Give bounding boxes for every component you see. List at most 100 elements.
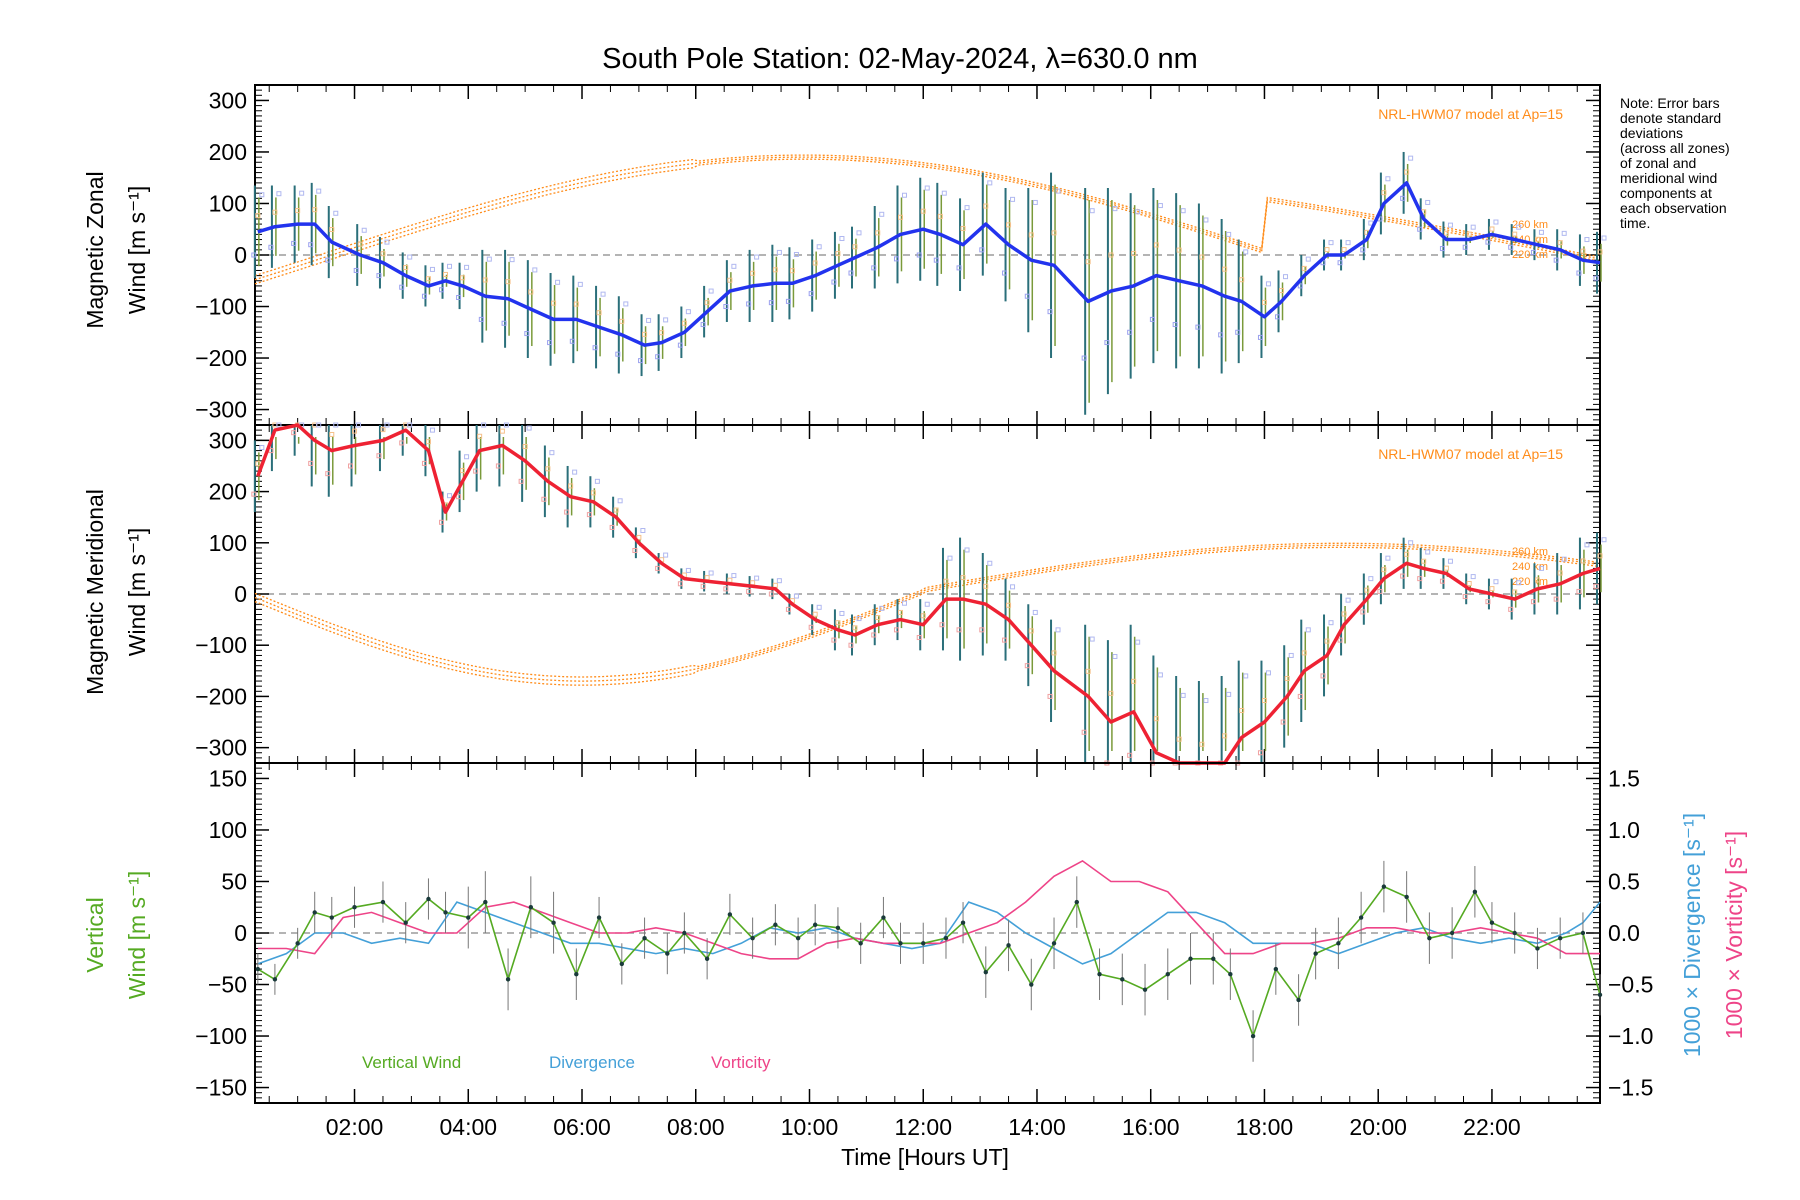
zone-marker <box>704 575 710 581</box>
zone-marker <box>439 519 445 525</box>
zone-marker <box>399 440 405 446</box>
zone-marker <box>924 185 930 191</box>
zone-marker <box>1226 691 1232 697</box>
zone-marker <box>1176 736 1182 742</box>
zone-marker <box>276 191 282 197</box>
zone-marker <box>380 427 386 433</box>
model-altitude-label: 240 km <box>1512 561 1548 573</box>
vertical-wind-point <box>403 920 408 925</box>
zone-marker <box>1443 565 1449 571</box>
zone-marker <box>979 247 985 253</box>
zone-marker <box>1006 222 1012 228</box>
zone-marker <box>1297 283 1303 289</box>
vertical-wind-point <box>835 925 841 931</box>
zone-marker <box>1381 567 1387 573</box>
vertical-wind-point <box>1097 972 1102 977</box>
zone-marker <box>704 300 710 306</box>
zone-marker <box>316 422 322 428</box>
zone-marker <box>399 284 405 290</box>
zone-marker <box>1345 597 1351 603</box>
vertical-wind-point <box>665 951 670 956</box>
y-tick-label: 100 <box>209 817 247 843</box>
y-tick-label: −50 <box>208 972 247 998</box>
y-tick-label: 300 <box>209 87 247 113</box>
zone-marker <box>750 270 756 276</box>
zone-marker <box>1466 581 1472 587</box>
zone-marker <box>768 300 774 306</box>
vertical-wind-point <box>898 941 903 946</box>
vertical-wind-point <box>1273 966 1279 972</box>
zone-marker <box>1447 558 1453 564</box>
zone-marker <box>1561 230 1567 236</box>
vertical-wind-point <box>574 972 579 977</box>
zone-marker <box>632 547 638 553</box>
y-tick-label: 0 <box>234 581 247 607</box>
zone-marker <box>920 208 926 214</box>
zone-marker <box>1024 293 1030 299</box>
vertical-wind-point <box>312 910 317 915</box>
zone-marker <box>259 192 265 198</box>
zone-marker <box>549 450 555 456</box>
vertical-wind-point <box>858 941 863 946</box>
zone-marker <box>1176 247 1182 253</box>
zone-marker <box>1153 242 1159 248</box>
zone-marker <box>983 583 989 589</box>
zone-marker <box>852 244 858 250</box>
zone-marker <box>1538 229 1544 235</box>
zone-marker <box>772 582 778 588</box>
vertical-wind-point <box>466 915 471 920</box>
vertical-wind-point <box>1051 941 1057 946</box>
zone-marker <box>746 588 752 594</box>
zone-marker <box>259 445 265 451</box>
zone-marker <box>772 267 778 273</box>
right-y-tick-label: −1.5 <box>1608 1075 1653 1101</box>
zone-marker <box>1131 678 1137 684</box>
zone-marker <box>636 534 642 540</box>
zone-marker <box>964 547 970 553</box>
zone-marker <box>447 493 453 499</box>
vertical-wind-point <box>596 915 602 920</box>
zone-marker <box>835 620 841 626</box>
zone-marker <box>1385 176 1391 182</box>
zone-marker <box>380 251 386 257</box>
zone-marker <box>1381 190 1387 196</box>
right-y-tick-label: 1.0 <box>1608 817 1640 843</box>
chart-title: South Pole Station: 02-May-2024, λ=630.0… <box>602 43 1198 75</box>
vertical-wind-point <box>943 935 949 941</box>
vertical-wind-point <box>812 922 818 927</box>
zone-marker <box>856 616 862 622</box>
zone-marker <box>615 351 621 357</box>
zone-marker <box>831 637 837 643</box>
panel-vertical: 150 100 50 0 −50 −100 −150 02:00 04:00 06:00 08:00… <box>195 762 1653 1140</box>
x-tick-label: 08:00 <box>667 1114 725 1140</box>
zone-marker <box>924 601 930 607</box>
zone-marker <box>481 422 487 428</box>
zone-marker <box>478 316 484 322</box>
vertical-wind-point <box>1211 956 1216 961</box>
vertical-wind-point <box>1557 935 1563 941</box>
zone-marker <box>1439 246 1445 252</box>
zone-marker <box>545 466 551 472</box>
zone-marker <box>325 471 331 477</box>
zone-marker <box>1055 627 1061 633</box>
zone-marker <box>1516 580 1522 586</box>
zone-marker <box>1337 637 1343 643</box>
zone-marker <box>1172 322 1178 328</box>
zone-marker <box>1593 275 1599 281</box>
zone-marker <box>1028 232 1034 238</box>
zone-marker <box>1462 244 1468 250</box>
zone-marker <box>1028 628 1034 634</box>
y-tick-label: −100 <box>195 632 247 658</box>
zone-marker <box>677 342 683 348</box>
zone-marker <box>1131 250 1137 256</box>
zone-marker <box>1002 270 1008 276</box>
y-tick-label: −150 <box>195 1075 247 1101</box>
zone-marker <box>1470 224 1476 230</box>
zone-marker <box>1055 188 1061 194</box>
zone-marker <box>407 254 413 260</box>
zone-marker <box>1508 244 1514 250</box>
vertical-wind-point <box>1313 951 1318 956</box>
model-curve <box>254 546 1598 686</box>
zone-marker <box>1127 752 1133 758</box>
zone-marker <box>947 555 953 561</box>
